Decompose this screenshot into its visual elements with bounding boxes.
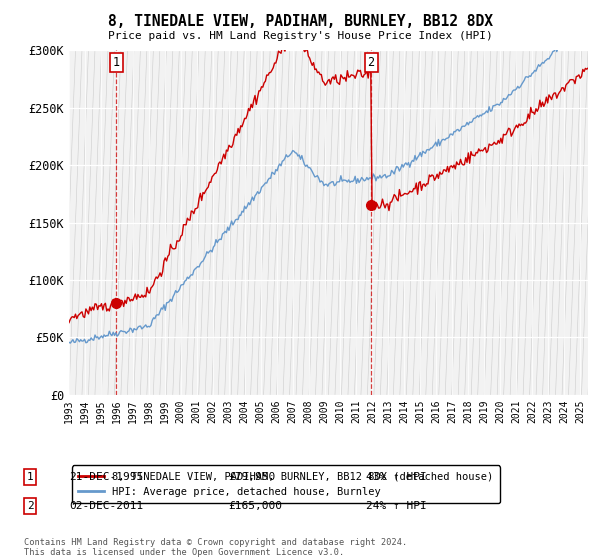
Text: 24% ↑ HPI: 24% ↑ HPI [366, 501, 427, 511]
Text: 02-DEC-2011: 02-DEC-2011 [69, 501, 143, 511]
Text: 2: 2 [26, 501, 34, 511]
Text: £79,950: £79,950 [228, 472, 275, 482]
Text: Contains HM Land Registry data © Crown copyright and database right 2024.
This d: Contains HM Land Registry data © Crown c… [24, 538, 407, 557]
Text: Price paid vs. HM Land Registry's House Price Index (HPI): Price paid vs. HM Land Registry's House … [107, 31, 493, 41]
Text: 1: 1 [26, 472, 34, 482]
Text: 1: 1 [113, 55, 120, 68]
Text: 8, TINEDALE VIEW, PADIHAM, BURNLEY, BB12 8DX: 8, TINEDALE VIEW, PADIHAM, BURNLEY, BB12… [107, 14, 493, 29]
Text: 43% ↑ HPI: 43% ↑ HPI [366, 472, 427, 482]
Legend: 8, TINEDALE VIEW, PADIHAM, BURNLEY, BB12 8DX (detached house), HPI: Average pric: 8, TINEDALE VIEW, PADIHAM, BURNLEY, BB12… [71, 465, 500, 503]
Text: £165,000: £165,000 [228, 501, 282, 511]
Text: 21-DEC-1995: 21-DEC-1995 [69, 472, 143, 482]
Text: 2: 2 [368, 55, 375, 68]
